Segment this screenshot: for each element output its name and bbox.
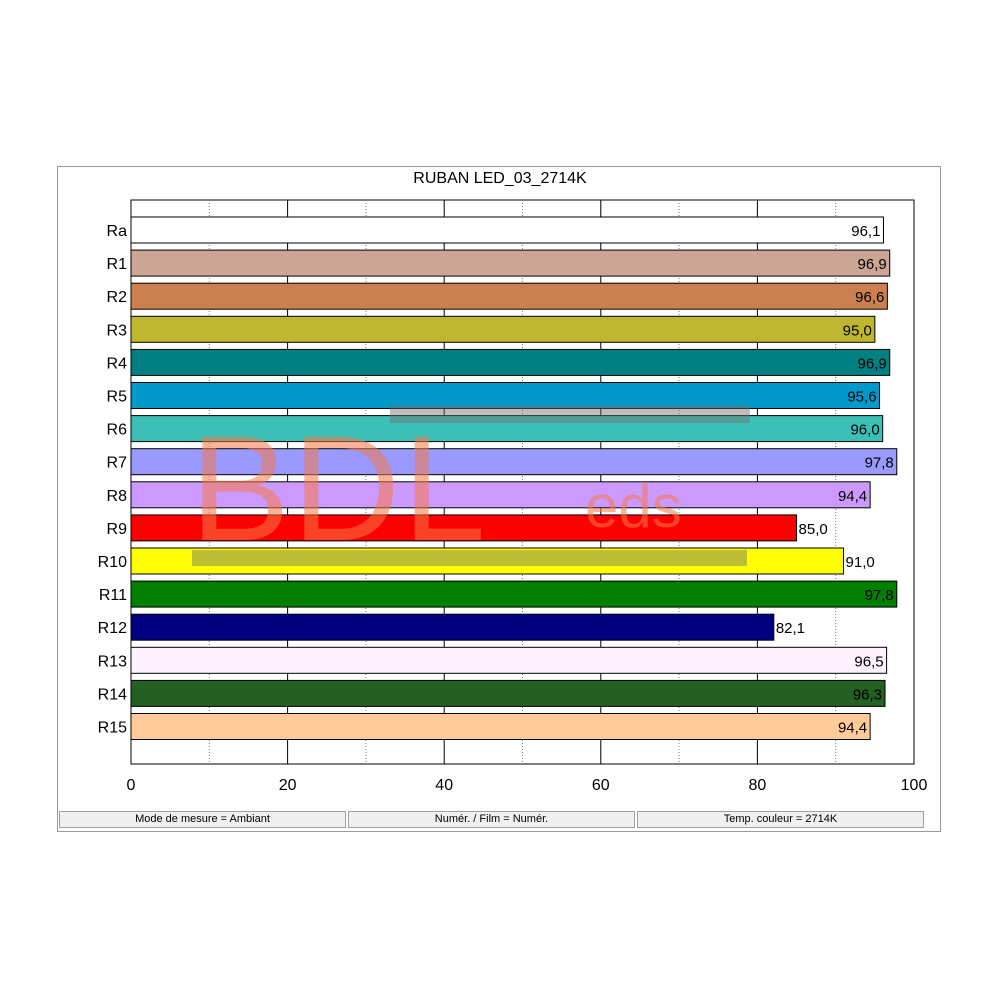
x-tick-label: 0: [127, 777, 136, 794]
bar-r4: [130, 348, 891, 376]
bar-r12: [130, 613, 775, 641]
bar-r8: [130, 481, 871, 509]
bar-r14: [130, 679, 886, 707]
value-label: 96,5: [854, 653, 883, 670]
value-label: 94,4: [838, 720, 867, 737]
category-label: R14: [98, 686, 127, 703]
category-label: R10: [98, 554, 127, 571]
bar-r3: [130, 315, 876, 343]
category-label: R3: [107, 322, 128, 339]
bar-ra: [130, 216, 884, 244]
bar-r1: [130, 249, 891, 277]
value-label: 91,0: [846, 554, 875, 571]
category-label: R1: [107, 256, 128, 273]
x-tick-label: 100: [901, 777, 928, 794]
value-label: 96,9: [858, 355, 887, 372]
category-label: R13: [98, 653, 127, 670]
x-tick-label: 40: [435, 777, 453, 794]
category-label: R15: [98, 720, 127, 737]
status-temp: Temp. couleur = 2714K: [637, 811, 924, 828]
category-labels: Ra R1 R2 R3 R4 R5 R6 R7 R8 R9 R10 R11 R12 R13 R14 R15: [98, 223, 127, 737]
value-label: 85,0: [799, 521, 828, 538]
bar-r5: [130, 382, 881, 409]
category-label: R9: [107, 521, 128, 538]
category-label: Ra: [107, 223, 128, 240]
category-label: R12: [98, 620, 127, 637]
bar-r10: [130, 547, 845, 575]
bar-r2: [130, 282, 888, 310]
value-label: 95,6: [847, 389, 876, 406]
bar-r7: [130, 448, 898, 476]
category-label: R6: [107, 422, 128, 439]
value-label: 95,0: [843, 322, 872, 339]
value-labels: 96,1 96,9 96,6 95,0 96,9 95,6 96,0 97,8 94,4 85,0…: [776, 223, 894, 737]
status-mode: Mode de mesure = Ambiant: [59, 811, 346, 828]
value-label: 97,8: [865, 587, 894, 604]
value-label: 96,6: [855, 289, 884, 306]
value-label: 96,9: [858, 256, 887, 273]
bar-r15: [130, 713, 871, 740]
value-label: 97,8: [865, 455, 894, 472]
category-label: R8: [107, 488, 128, 505]
category-label: R11: [99, 587, 127, 604]
bar-r6: [130, 415, 884, 443]
value-label: 82,1: [776, 620, 805, 637]
bar-r13: [130, 646, 888, 674]
x-tick-label: 80: [749, 777, 767, 794]
x-tick-label: 20: [279, 777, 297, 794]
status-num: Numér. / Film = Numér.: [348, 811, 635, 828]
x-tick-label: 60: [592, 777, 610, 794]
x-tick-labels: 0 20 40 60 80 100: [127, 777, 928, 794]
chart-title: RUBAN LED_03_2714K: [413, 170, 587, 187]
value-label: 96,1: [851, 223, 880, 240]
bars: [130, 216, 898, 740]
bar-r11: [130, 580, 898, 608]
bar-r9: [130, 514, 798, 542]
category-label: R2: [107, 289, 128, 306]
category-label: R5: [107, 389, 128, 406]
value-label: 94,4: [838, 488, 867, 505]
category-label: R7: [107, 455, 128, 472]
category-label: R4: [107, 355, 128, 372]
value-label: 96,3: [853, 686, 882, 703]
value-label: 96,0: [850, 422, 879, 439]
